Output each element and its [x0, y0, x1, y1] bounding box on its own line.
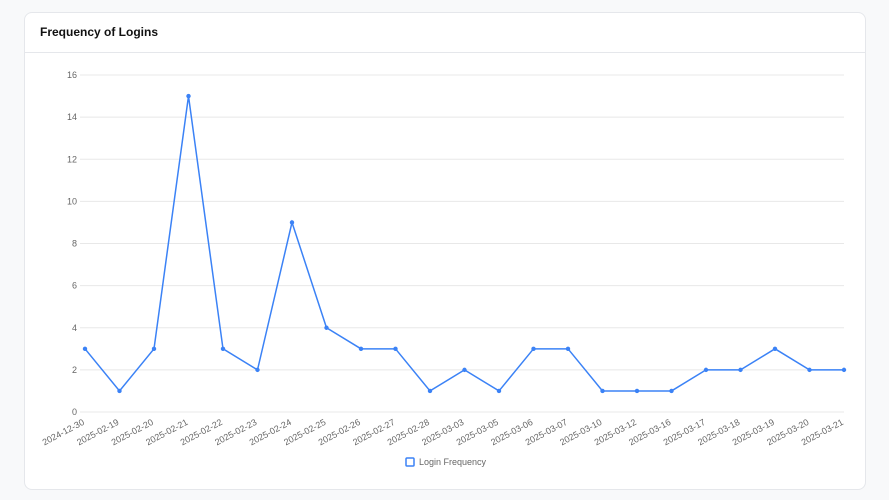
point [462, 367, 467, 373]
point [82, 346, 88, 352]
point [531, 346, 536, 352]
point [186, 93, 191, 99]
point [772, 346, 778, 352]
y-tick-label: 16 [67, 70, 77, 80]
point [634, 388, 640, 394]
point [738, 367, 743, 373]
legend-swatch [405, 457, 415, 467]
point [807, 367, 812, 373]
y-tick-label: 14 [67, 112, 77, 122]
y-tick-label: 10 [67, 196, 77, 206]
point [703, 367, 709, 373]
card: Frequency of Logins [24, 12, 866, 490]
y-tick-label: 8 [72, 239, 77, 249]
point [151, 346, 157, 352]
point [565, 346, 571, 352]
point [289, 220, 295, 225]
point [117, 388, 122, 394]
point [220, 346, 226, 352]
y-tick-label: 0 [72, 407, 77, 417]
y-tick-label: 6 [72, 281, 77, 291]
y-tick-label: 2 [72, 365, 77, 375]
y-tick-label: 12 [67, 154, 77, 164]
point [496, 388, 502, 394]
card-title: Frequency of Logins [25, 13, 865, 53]
point [393, 346, 398, 352]
point [841, 367, 847, 373]
point [427, 388, 433, 394]
legend-label: Login Frequency [419, 457, 487, 467]
point [358, 346, 364, 352]
point [669, 388, 674, 394]
point [600, 388, 605, 394]
point [255, 367, 260, 373]
y-tick-label: 4 [72, 323, 77, 333]
point [324, 325, 329, 330]
